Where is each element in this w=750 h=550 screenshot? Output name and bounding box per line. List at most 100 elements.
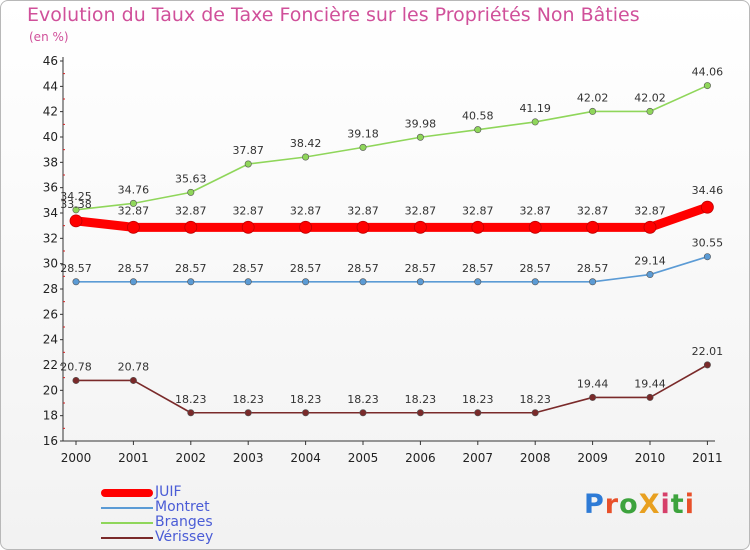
logo-letter: i (660, 489, 671, 520)
y-tick-label: 28 (43, 282, 58, 296)
data-point (531, 278, 539, 286)
data-point (589, 393, 597, 401)
data-point (416, 409, 424, 417)
data-point (302, 278, 310, 286)
data-point (184, 220, 198, 234)
data-point (413, 220, 427, 234)
data-label: 29.14 (634, 255, 666, 268)
data-point (302, 409, 310, 417)
legend-swatch-branges (101, 522, 153, 524)
data-label: 28.57 (175, 262, 207, 275)
data-label: 32.87 (347, 204, 379, 217)
data-label: 40.58 (462, 110, 494, 123)
series-line-branges (75, 84, 709, 211)
y-tick-label: 38 (43, 155, 58, 169)
data-label: 41.19 (519, 102, 551, 115)
data-point (356, 220, 370, 234)
data-point (244, 409, 252, 417)
data-label: 32.87 (634, 204, 666, 217)
data-point (474, 126, 482, 134)
data-point (416, 133, 424, 141)
logo-letter: X (638, 489, 661, 520)
data-point (474, 409, 482, 417)
series-line-juif (71, 202, 712, 232)
data-label: 28.57 (405, 262, 437, 275)
y-tick-label: 22 (43, 358, 58, 372)
data-label: 18.23 (232, 393, 264, 406)
data-label: 19.44 (634, 377, 666, 390)
data-point (241, 220, 255, 234)
data-point (586, 220, 599, 234)
data-label: 28.57 (519, 262, 551, 275)
data-point (187, 409, 195, 417)
data-label: 28.57 (60, 262, 92, 275)
data-label: 18.23 (462, 393, 494, 406)
x-tick-label: 2010 (635, 451, 666, 465)
x-tick-label: 2009 (577, 451, 608, 465)
data-point (646, 393, 654, 401)
legend-swatch-montret (101, 507, 153, 509)
data-point (646, 107, 654, 115)
data-point (187, 278, 195, 286)
data-point (701, 200, 714, 214)
series-line-vrissey (75, 364, 709, 414)
data-point (474, 278, 482, 286)
data-point (126, 220, 140, 234)
data-point (244, 160, 252, 168)
data-label: 32.87 (118, 204, 150, 217)
y-tick-label: 46 (43, 54, 58, 68)
legend-label-montret: Montret (155, 499, 210, 515)
logo-letter: o (619, 489, 639, 520)
data-point (299, 220, 313, 234)
y-tick-label: 34 (43, 206, 58, 220)
unit-label: (en %) (29, 30, 69, 44)
data-label: 28.57 (118, 262, 150, 275)
y-tick-label: 30 (43, 257, 58, 271)
data-label: 28.57 (347, 262, 379, 275)
logo-letter: P (584, 489, 605, 520)
y-tick-label: 42 (43, 105, 58, 119)
x-tick-label: 2008 (520, 451, 551, 465)
x-tick-label: 2002 (176, 451, 207, 465)
data-label: 18.23 (405, 393, 437, 406)
data-label: 34.76 (118, 183, 150, 196)
data-point (187, 188, 195, 196)
data-point (471, 220, 485, 234)
data-label: 28.57 (577, 262, 609, 275)
data-point (302, 153, 310, 161)
x-tick-label: 2011 (692, 451, 723, 465)
data-point (69, 214, 83, 228)
legend-label-juif: JUIF (155, 484, 182, 500)
data-label: 18.23 (175, 393, 207, 406)
data-point (416, 278, 424, 286)
data-label: 32.87 (290, 204, 322, 217)
y-tick-label: 18 (43, 409, 58, 423)
legend-swatch-juif (101, 489, 153, 497)
proxiti-logo: ProXiti (584, 489, 695, 520)
x-tick-label: 2001 (118, 451, 149, 465)
data-point (589, 107, 597, 115)
y-tick-label: 26 (43, 307, 58, 321)
data-point (359, 278, 367, 286)
y-tick-label: 32 (43, 231, 58, 245)
data-point (72, 278, 80, 286)
data-point (129, 199, 137, 207)
data-point (359, 409, 367, 417)
data-point (589, 278, 597, 286)
data-label: 32.87 (462, 204, 494, 217)
y-tick-label: 24 (43, 333, 58, 347)
data-point (646, 271, 654, 279)
data-label: 30.55 (692, 237, 724, 250)
logo-letter: t (670, 489, 685, 520)
data-label: 35.63 (175, 172, 207, 185)
legend-swatch-verissey (101, 537, 153, 539)
y-tick-label: 20 (43, 383, 58, 397)
data-point (528, 220, 542, 234)
y-tick-label: 44 (43, 79, 58, 93)
data-label: 38.42 (290, 137, 322, 150)
data-point (531, 409, 539, 417)
data-label: 18.23 (519, 393, 551, 406)
data-label: 39.18 (347, 127, 379, 140)
